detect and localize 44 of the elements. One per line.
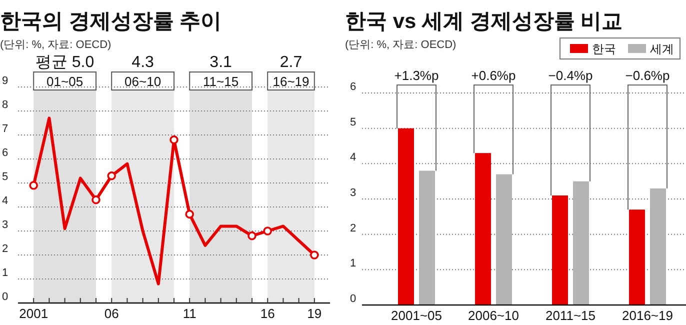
y-tick-label: 2 — [2, 243, 8, 255]
band-label: 11~15 — [203, 74, 239, 89]
x-tick-label: 2001~05 — [391, 308, 442, 323]
x-tick-label: 2016~19 — [622, 308, 673, 323]
x-tick-label: 19 — [307, 306, 322, 321]
chart-title: 한국의 경제성장률 추이 — [0, 10, 222, 33]
y-tick-label: 9 — [2, 75, 8, 87]
legend-label: 세계 — [650, 42, 674, 56]
chart-title: 한국 vs 세계 경제성장률 비교 — [345, 10, 623, 33]
text: +1.3%p — [394, 68, 439, 83]
y-tick-label: 7 — [2, 123, 8, 135]
text: 2.7 — [280, 54, 302, 71]
y-tick-label: 5 — [2, 171, 8, 183]
x-tick-label: 2001 — [19, 306, 48, 321]
text: −0.6%p — [625, 68, 670, 83]
text: 3.1 — [210, 54, 232, 71]
chart-subtitle: (단위: %, 자료: OECD) — [0, 39, 112, 51]
y-tick-label: 6 — [350, 81, 356, 93]
chart-subtitle: (단위: %, 자료: OECD) — [345, 39, 456, 51]
y-tick-label: 1 — [350, 258, 356, 270]
y-tick-label: 3 — [2, 219, 8, 231]
y-tick-label: 6 — [2, 147, 8, 159]
y-tick-label: 0 — [350, 293, 356, 305]
text: 4.3 — [132, 54, 154, 71]
y-tick-label: 3 — [350, 187, 356, 199]
y-tick-label: 4 — [350, 152, 356, 164]
y-tick-label: 8 — [2, 99, 8, 111]
legend-label: 한국 — [592, 42, 616, 56]
y-tick-label: 4 — [2, 195, 8, 207]
text: +0.6%p — [471, 68, 516, 83]
x-tick-label: 2006~10 — [468, 308, 519, 323]
band-label: 16~19 — [272, 74, 310, 89]
y-tick-label: 0 — [2, 291, 8, 303]
y-tick-label: 1 — [2, 267, 8, 279]
band-label: 06~10 — [124, 74, 162, 89]
band-label: 01~05 — [46, 74, 84, 89]
x-tick-label: 11 — [182, 306, 196, 321]
text: −0.4%p — [548, 68, 593, 83]
y-tick-label: 2 — [350, 222, 356, 234]
x-tick-label: 2011~15 — [545, 308, 596, 323]
y-tick-label: 5 — [350, 116, 356, 128]
x-tick-label: 06 — [104, 306, 119, 321]
x-tick-label: 16 — [260, 306, 275, 321]
text: 평균 5.0 — [35, 54, 94, 71]
